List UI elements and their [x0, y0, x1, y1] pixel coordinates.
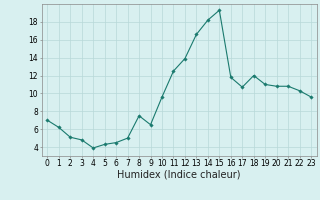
- X-axis label: Humidex (Indice chaleur): Humidex (Indice chaleur): [117, 170, 241, 180]
